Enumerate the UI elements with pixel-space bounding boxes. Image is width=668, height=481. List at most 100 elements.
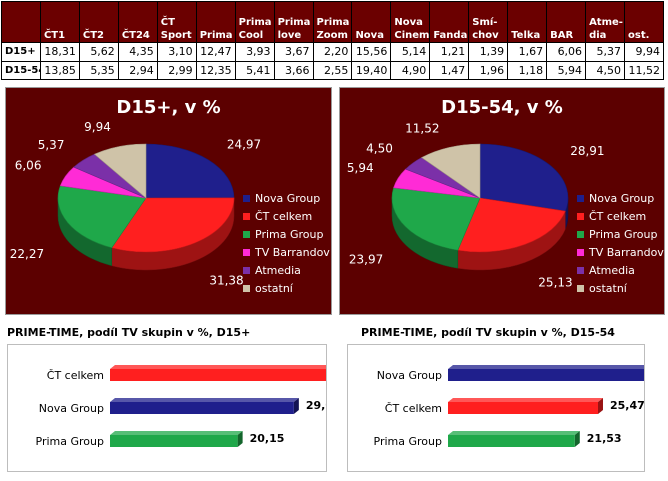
table-cell: 12,35 xyxy=(195,60,236,80)
legend-swatch xyxy=(577,285,584,292)
pie-slice xyxy=(421,143,481,199)
bar-data-label: 25,47 xyxy=(610,399,644,412)
table-cell: 5,41 xyxy=(234,60,275,80)
bar-category-label: ČT celkem xyxy=(385,402,442,415)
table-cell: 13,85 xyxy=(39,60,80,80)
table-cell: 4,50 xyxy=(585,60,625,80)
table-cell: 4,90 xyxy=(390,60,431,80)
table-cell: 2,55 xyxy=(312,60,353,80)
table-cell: 1,18 xyxy=(507,60,548,80)
legend-swatch xyxy=(577,195,584,202)
column-header: ČT2 xyxy=(78,1,119,43)
column-header: Prima xyxy=(195,1,236,43)
table-cell: 3,66 xyxy=(273,60,314,80)
table-cell: 2,20 xyxy=(312,42,353,62)
table-cell: 3,67 xyxy=(273,42,314,62)
pie-data-label: 23,97 xyxy=(349,252,383,266)
table-row: D15+ 18,31 5,62 4,35 3,10 12,47 3,93 3,67 2,20 1… xyxy=(1,42,664,62)
pie-data-label: 11,52 xyxy=(405,121,439,135)
column-header: Telka xyxy=(507,1,548,43)
table-cell: 5,94 xyxy=(546,60,587,80)
pie-data-label: 5,37 xyxy=(38,138,65,152)
pie-data-label: 31,38 xyxy=(209,273,243,287)
column-header: Prima Zoom xyxy=(312,1,353,43)
table-cell: 19,40 xyxy=(351,60,392,80)
table-corner xyxy=(1,1,41,43)
table-cell: 1,67 xyxy=(507,42,548,62)
bar-category-label: Prima Group xyxy=(374,435,442,448)
legend-swatch xyxy=(243,249,250,256)
legend-item: ostatní xyxy=(589,282,628,295)
legend-item: Nova Group xyxy=(589,192,654,205)
pie-data-label: 5,94 xyxy=(347,161,374,175)
pie-title: D15-54, v % xyxy=(441,97,563,118)
pie-slice xyxy=(145,143,235,199)
table-cell: 5,37 xyxy=(585,42,625,62)
table-cell: 12,47 xyxy=(195,42,236,62)
legend-item: ČT celkem xyxy=(589,210,646,223)
share-table: ČT1 ČT2 ČT24 ČT Sport Prima Prima Cool Prima l… xyxy=(1,1,664,80)
legend-item: Prima Group xyxy=(255,228,323,241)
legend-swatch xyxy=(577,249,584,256)
bar xyxy=(448,402,598,414)
row-label: D15+ xyxy=(1,42,41,62)
legend-item: Atmedia xyxy=(589,264,635,277)
pie-slice xyxy=(57,185,147,249)
legend-swatch xyxy=(243,213,250,220)
table-cell: 3,93 xyxy=(234,42,275,62)
pie-data-label: 9,94 xyxy=(84,120,111,134)
legend-swatch xyxy=(577,231,584,238)
legend-item: ČT celkem xyxy=(255,210,312,223)
table-cell: 2,94 xyxy=(117,60,158,80)
table-cell: 2,99 xyxy=(156,60,197,80)
legend-item: Atmedia xyxy=(255,264,301,277)
legend-item: TV Barrandov xyxy=(254,246,330,259)
bar-top xyxy=(110,431,243,435)
bar-category-label: Nova Group xyxy=(377,369,442,382)
bar-side xyxy=(237,431,243,447)
bar xyxy=(110,369,327,381)
pie-data-label: 4,50 xyxy=(366,141,393,155)
table-row: D15-54 13,855,352,942,9912,355,413,662,5… xyxy=(1,60,664,80)
legend-item: Prima Group xyxy=(589,228,657,241)
table-cell: 3,10 xyxy=(156,42,197,62)
column-header: ost. xyxy=(624,1,664,43)
pie-slice xyxy=(93,143,147,199)
bar-data-label: 29,03 xyxy=(306,399,326,412)
bar-side xyxy=(293,398,299,414)
table-cell: 1,21 xyxy=(429,42,470,62)
table-cell: 1,96 xyxy=(468,60,509,80)
pie-chart-d1554: D15-54, v % 28,91 25,13 23,97 5,94 4,50 11,52 N… xyxy=(339,87,665,315)
table-cell: 1,39 xyxy=(468,42,509,62)
pie-data-label: 28,91 xyxy=(570,144,604,158)
pie-slice xyxy=(391,187,481,251)
bar-category-label: Prima Group xyxy=(36,435,104,448)
pie-chart-d15: D15+, v % 24,97 31,38 22,27 6,06 5,37 9,94 Nova… xyxy=(5,87,332,315)
legend-swatch xyxy=(243,267,250,274)
pie-slice xyxy=(111,197,235,253)
pie-data-label: 24,97 xyxy=(227,137,261,151)
table-cell: 18,31 xyxy=(39,42,80,62)
pie-slice xyxy=(479,143,569,212)
bar-side xyxy=(574,431,580,447)
bar-chart-d15-title: PRIME-TIME, podíl TV skupin v %, D15+ xyxy=(7,326,251,339)
pie-data-label: 6,06 xyxy=(15,158,42,172)
column-header: Nova Cinema xyxy=(390,1,431,43)
column-header: ČT1 xyxy=(39,1,80,43)
pie-data-label: 25,13 xyxy=(538,275,572,289)
legend-swatch xyxy=(243,231,250,238)
column-header: Prima love xyxy=(273,1,314,43)
bar-data-label: 21,53 xyxy=(587,432,622,445)
bar xyxy=(110,402,294,414)
pie-title: D15+, v % xyxy=(116,97,220,118)
legend-swatch xyxy=(243,285,250,292)
table-cell: 6,06 xyxy=(546,42,587,62)
bar-top xyxy=(448,365,659,369)
bar-top xyxy=(110,365,332,369)
legend-swatch xyxy=(243,195,250,202)
pie-chart-d15-svg: D15+, v % 24,97 31,38 22,27 6,06 5,37 9,94 Nova… xyxy=(10,97,331,295)
column-header: ČT24 xyxy=(117,1,158,43)
